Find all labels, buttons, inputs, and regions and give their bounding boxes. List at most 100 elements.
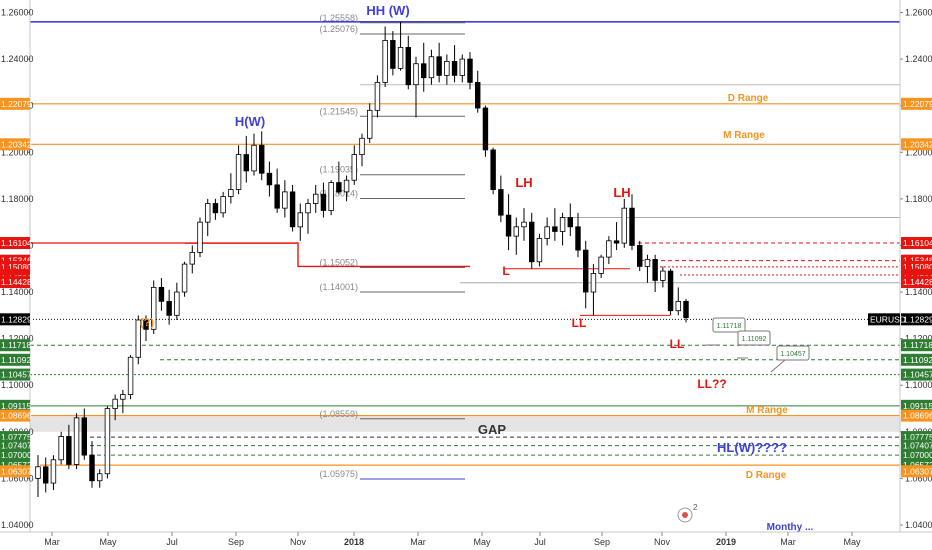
candle [567, 203, 574, 237]
candle-body-down [667, 270, 674, 312]
economic-event-dot [682, 512, 688, 518]
candle-body-up [366, 109, 373, 139]
price-tag-label-left: 1.07000 [1, 450, 32, 460]
candle-body-up [150, 286, 157, 330]
fib-level-label: (1.15052) [319, 258, 358, 268]
candle [590, 264, 597, 316]
candle-body-down [81, 417, 87, 456]
y-tick-label-left: 1.14000 [1, 287, 34, 297]
candle-body-down [405, 47, 412, 86]
candle [336, 161, 342, 195]
price-tag-label-left: 1.22079 [1, 99, 32, 109]
candle [552, 208, 558, 241]
candle [289, 184, 296, 232]
candle-body-up [675, 300, 682, 312]
candle-body-up [521, 221, 527, 228]
candle [637, 240, 643, 272]
candle-body-down [158, 286, 165, 302]
candle [482, 105, 489, 157]
price-tag-label-right: 1.10457 [903, 370, 932, 380]
price-tag-left [0, 138, 30, 151]
price-tag-label-right: 1.07000 [903, 450, 932, 460]
chart-annotation: D Range [728, 93, 769, 104]
candle [305, 198, 311, 234]
y-tick-label-left: 1.18000 [1, 194, 34, 204]
price-tag-left [0, 237, 30, 250]
candle [413, 56, 419, 118]
candle-body-down [529, 221, 535, 263]
candle-body-up [606, 240, 612, 258]
price-tag-label-right: 1.15346 [903, 256, 932, 266]
candle [498, 175, 504, 223]
price-tag-left [0, 399, 30, 412]
callout-label: 1.10457 [780, 351, 805, 358]
candle-body-down [436, 56, 442, 76]
price-tag-right [901, 439, 932, 452]
candle-body-up [73, 417, 80, 465]
candle [282, 180, 288, 218]
candle [204, 198, 211, 237]
candle [428, 49, 435, 85]
candle-body-down [467, 58, 473, 83]
price-tag-label-left: 1.06572 [1, 460, 32, 470]
x-tick-label: Mar [780, 537, 796, 547]
price-tag-label-right: 1.06572 [903, 460, 932, 470]
price-tag-right [901, 313, 932, 326]
callout-box [776, 345, 810, 361]
candle-body-up [459, 58, 466, 76]
price-tag-left [0, 97, 30, 110]
candle [575, 212, 581, 258]
candle-body-up [444, 61, 450, 76]
candle-body-up [590, 273, 597, 293]
candle-body-down [474, 81, 481, 109]
candles-layer[interactable] [35, 21, 689, 498]
x-tick-label: 2018 [344, 537, 364, 547]
price-tag-label-left: 1.06307 [1, 466, 32, 476]
price-tag-right [901, 339, 932, 352]
y-tick-label-left: 1.24000 [1, 54, 34, 64]
price-tag-left [0, 254, 30, 267]
x-tick-label: May [99, 537, 117, 547]
price-tag-label-left: 1.12829 [1, 314, 32, 324]
price-tag-left [0, 449, 30, 462]
y-tick-label-left: 1.04000 [1, 520, 34, 530]
price-tag-label-left: 1.09115 [1, 401, 31, 411]
candle [374, 75, 381, 118]
candle [220, 191, 226, 218]
candle-body-up [251, 144, 257, 172]
candle [181, 261, 188, 297]
chart-annotation: HL(W)???? [717, 440, 787, 455]
price-tag-left [0, 368, 30, 381]
price-tag-label-right: 1.14428 [903, 277, 932, 287]
price-tag-right [901, 399, 932, 412]
y-tick-label-right: 1.20000 [905, 147, 932, 157]
candle-body-up [536, 238, 543, 263]
candle-body-down [336, 182, 342, 193]
candle-body-down [552, 226, 558, 232]
candle-body-up [189, 252, 196, 265]
y-tick-label-right: 1.12000 [905, 334, 932, 344]
candle [490, 147, 496, 195]
price-tag-label-left: 1.15080 [1, 262, 32, 272]
candle-body-up [328, 182, 334, 211]
candle-body-down [482, 107, 489, 151]
x-tick-label: Sep [594, 537, 610, 547]
candle-body-up [104, 408, 111, 475]
candle-body-down [613, 240, 620, 244]
candle [598, 254, 604, 279]
candle-body-down [166, 300, 172, 316]
candle-body-down [320, 193, 327, 211]
candle [405, 35, 412, 90]
candle [135, 315, 142, 365]
candle [444, 54, 450, 85]
callout-label: 1.11718 [717, 323, 742, 330]
candle [166, 289, 172, 325]
price-tag-label-left: 1.11092 [1, 355, 31, 365]
candle-body-up [174, 291, 180, 316]
candle-body-down [451, 61, 458, 76]
chart-annotation: (?) [140, 317, 154, 329]
candle [474, 70, 481, 113]
candle-body-down [89, 454, 95, 482]
